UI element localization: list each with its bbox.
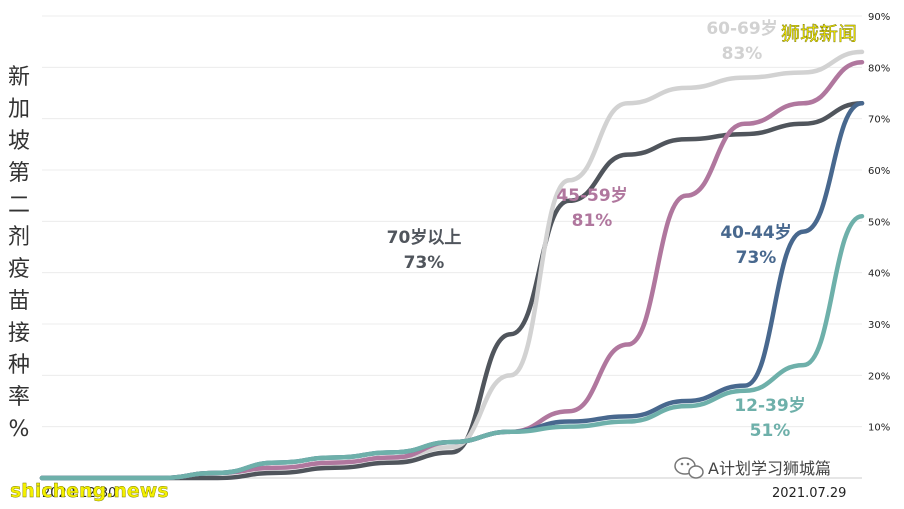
series-line-70岁以上	[39, 101, 865, 481]
gridlines	[42, 15, 862, 479]
x-start-label: 2020.12.30	[42, 486, 116, 501]
y-tick-label: 50%	[868, 217, 890, 228]
series-line-12-39岁	[39, 213, 865, 481]
y-axis-label-char: 第	[8, 161, 30, 186]
wechat-watermark-text: A计划学习狮城篇	[708, 459, 831, 478]
series-labels: 70岁以上 73% 60-69岁 83% 45-59岁 81% 40-44岁 73% 12-39…	[387, 18, 806, 441]
y-tick-label: 60%	[868, 166, 890, 177]
series-label-value: 83%	[722, 44, 763, 64]
y-axis-label-char: 剂	[8, 225, 30, 250]
series-label-name: 45-59岁	[556, 185, 627, 206]
y-axis-label-char: 率	[8, 385, 30, 410]
y-axis-label-char: 种	[8, 353, 30, 378]
y-axis-label-char: 接	[8, 321, 30, 346]
series-line-40-44岁	[39, 101, 865, 481]
brand-watermark-en: shicheng.news	[10, 480, 169, 502]
series-label-value: 73%	[404, 253, 445, 273]
y-axis-label-char: 二	[8, 193, 30, 218]
y-axis-label-char: 加	[8, 97, 30, 122]
y-axis-ticks: 10% 20% 30% 40% 50% 60% 70% 80% 90%	[868, 12, 890, 434]
y-tick-label: 10%	[868, 423, 890, 434]
wechat-icon	[674, 457, 704, 479]
y-axis-label-char: 苗	[8, 289, 30, 314]
y-tick-label: 30%	[868, 320, 890, 331]
series-label-value: 73%	[736, 248, 777, 268]
y-axis-label-char: %	[9, 417, 30, 442]
y-tick-label: 80%	[868, 63, 890, 74]
series-label-value: 81%	[572, 211, 613, 231]
series-label-name: 12-39岁	[734, 395, 805, 416]
y-axis-label-char: 坡	[8, 129, 30, 154]
x-end-label: 2021.07.29	[772, 486, 846, 501]
y-axis-label-char: 新	[8, 65, 30, 90]
brand-watermark-cn: 狮城新闻	[781, 23, 857, 45]
series-label-name: 70岁以上	[387, 227, 462, 248]
y-tick-label: 90%	[868, 12, 890, 23]
y-tick-label: 40%	[868, 269, 890, 280]
series-label-name: 40-44岁	[720, 222, 791, 243]
series-lines	[39, 49, 865, 481]
y-tick-label: 20%	[868, 371, 890, 382]
series-label-value: 51%	[750, 421, 791, 441]
series-label-name: 60-69岁	[706, 18, 777, 39]
y-tick-label: 70%	[868, 115, 890, 126]
y-axis-label-char: 疫	[8, 257, 30, 282]
